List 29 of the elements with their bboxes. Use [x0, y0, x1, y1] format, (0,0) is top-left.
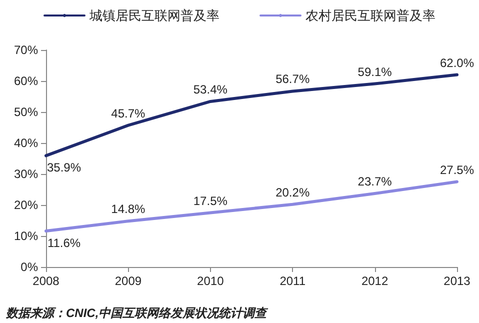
legend-label: 农村居民互联网普及率	[306, 8, 436, 23]
data-label: 23.7%	[358, 174, 392, 189]
y-tick-label: 10%	[14, 229, 38, 243]
data-label: 53.4%	[193, 82, 228, 96]
x-tick-label: 2011	[280, 274, 306, 288]
data-label: 45.7%	[111, 106, 146, 120]
data-label: 20.2%	[276, 185, 310, 200]
y-tick-label: 20%	[14, 198, 38, 212]
y-tick-label: 50%	[14, 105, 38, 119]
y-tick-label: 60%	[14, 74, 38, 88]
data-label: 56.7%	[276, 72, 310, 86]
x-tick-label: 2010	[197, 274, 224, 288]
data-label: 17.5%	[193, 194, 228, 208]
y-tick-label: 40%	[14, 136, 38, 150]
data-label: 35.9%	[46, 160, 82, 175]
data-label: 11.6%	[47, 236, 81, 250]
data-label: 59.1%	[358, 64, 392, 79]
legend-label: 城镇居民互联网普及率	[88, 8, 220, 23]
data-label: 27.5%	[440, 162, 474, 177]
y-tick-label: 0%	[20, 260, 38, 274]
x-tick-label: 2012	[361, 274, 388, 288]
y-tick-label: 70%	[14, 43, 38, 57]
x-tick-label: 2009	[114, 274, 142, 288]
x-tick-label: 2013	[444, 274, 471, 288]
data-label: 62.0%	[440, 56, 474, 70]
y-tick-label: 30%	[14, 167, 38, 181]
source-note: 数据来源：CNIC,中国互联网络发展状况统计调查	[5, 306, 269, 320]
x-tick-label: 2008	[32, 274, 60, 288]
data-label: 14.8%	[111, 202, 146, 216]
